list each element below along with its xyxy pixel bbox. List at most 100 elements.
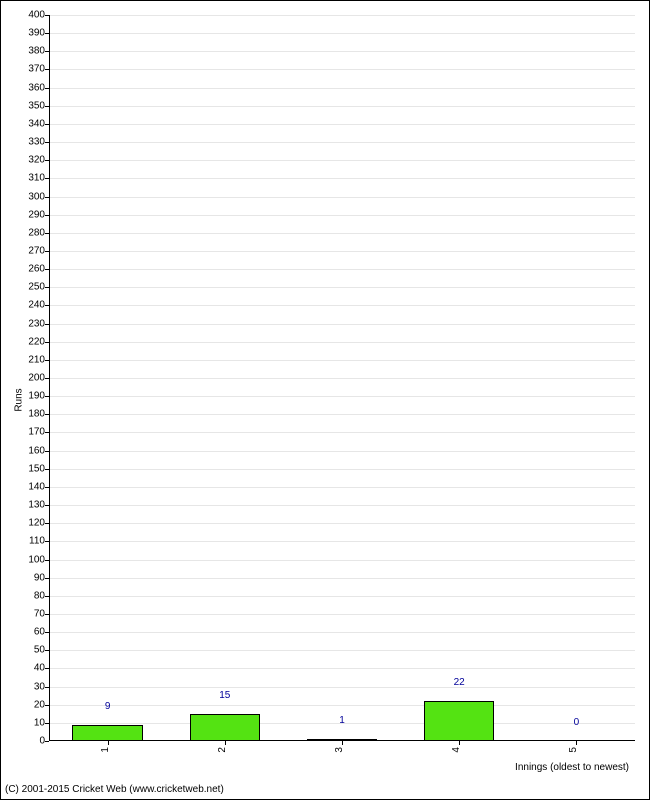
y-tick-label: 400 (28, 10, 49, 21)
gridline (49, 705, 635, 706)
gridline (49, 487, 635, 488)
gridline (49, 596, 635, 597)
gridline (49, 305, 635, 306)
gridline (49, 287, 635, 288)
y-tick-label: 50 (34, 645, 49, 656)
gridline (49, 33, 635, 34)
y-tick-label: 340 (28, 118, 49, 129)
gridline (49, 614, 635, 615)
gridline (49, 269, 635, 270)
gridline (49, 396, 635, 397)
y-tick-label: 170 (28, 427, 49, 438)
gridline (49, 650, 635, 651)
gridline (49, 687, 635, 688)
y-tick-label: 350 (28, 100, 49, 111)
x-tick-mark (459, 741, 460, 745)
gridline (49, 432, 635, 433)
gridline (49, 342, 635, 343)
x-tick-label: 2 (217, 747, 228, 753)
y-tick-label: 370 (28, 64, 49, 75)
y-tick-label: 250 (28, 282, 49, 293)
y-tick-label: 80 (34, 590, 49, 601)
y-tick-label: 270 (28, 245, 49, 256)
x-tick-mark (576, 741, 577, 745)
x-tick-mark (108, 741, 109, 745)
bar (72, 725, 142, 741)
bar-value-label: 15 (219, 690, 230, 701)
gridline (49, 378, 635, 379)
y-tick-label: 30 (34, 681, 49, 692)
gridline (49, 523, 635, 524)
bar-value-label: 1 (339, 715, 345, 726)
y-tick-label: 190 (28, 391, 49, 402)
copyright-text: (C) 2001-2015 Cricket Web (www.cricketwe… (5, 784, 224, 795)
gridline (49, 178, 635, 179)
gridline (49, 451, 635, 452)
y-tick-label: 0 (39, 736, 49, 747)
y-tick-label: 380 (28, 46, 49, 57)
y-tick-label: 150 (28, 463, 49, 474)
gridline (49, 541, 635, 542)
y-tick-label: 240 (28, 300, 49, 311)
bar-value-label: 0 (574, 717, 580, 728)
x-tick-label: 4 (451, 747, 462, 753)
bar-value-label: 22 (454, 677, 465, 688)
y-tick-label: 130 (28, 500, 49, 511)
y-tick-label: 330 (28, 137, 49, 148)
gridline (49, 360, 635, 361)
gridline (49, 632, 635, 633)
y-tick-label: 220 (28, 336, 49, 347)
gridline (49, 142, 635, 143)
gridline (49, 251, 635, 252)
y-tick-label: 260 (28, 264, 49, 275)
y-axis-title: Runs (14, 388, 25, 411)
y-tick-label: 140 (28, 481, 49, 492)
y-tick-label: 90 (34, 572, 49, 583)
gridline (49, 233, 635, 234)
y-tick-label: 40 (34, 663, 49, 674)
y-tick-label: 280 (28, 227, 49, 238)
y-tick-label: 160 (28, 445, 49, 456)
x-axis-title: Innings (oldest to newest) (515, 762, 629, 773)
gridline (49, 51, 635, 52)
gridline (49, 469, 635, 470)
y-tick-label: 100 (28, 554, 49, 565)
gridline (49, 578, 635, 579)
gridline (49, 69, 635, 70)
y-tick-label: 230 (28, 318, 49, 329)
gridline (49, 560, 635, 561)
gridline (49, 160, 635, 161)
gridline (49, 124, 635, 125)
gridline (49, 505, 635, 506)
bar (190, 714, 260, 741)
x-tick-label: 3 (334, 747, 345, 753)
y-tick-label: 180 (28, 409, 49, 420)
y-tick-label: 10 (34, 717, 49, 728)
x-tick-label: 1 (100, 747, 111, 753)
y-tick-label: 310 (28, 173, 49, 184)
gridline (49, 215, 635, 216)
gridline (49, 414, 635, 415)
y-tick-label: 20 (34, 699, 49, 710)
chart-frame: Runs 01020304050607080901001101201301401… (0, 0, 650, 800)
y-tick-label: 360 (28, 82, 49, 93)
y-tick-label: 60 (34, 627, 49, 638)
gridline (49, 15, 635, 16)
x-tick-mark (225, 741, 226, 745)
gridline (49, 106, 635, 107)
gridline (49, 324, 635, 325)
y-tick-label: 210 (28, 354, 49, 365)
y-tick-label: 390 (28, 28, 49, 39)
gridline (49, 197, 635, 198)
x-tick-mark (342, 741, 343, 745)
bar-value-label: 9 (105, 701, 111, 712)
gridline (49, 668, 635, 669)
y-tick-label: 110 (29, 536, 49, 547)
gridline (49, 88, 635, 89)
plot-area: 0102030405060708090100110120130140150160… (49, 15, 635, 741)
y-tick-label: 300 (28, 191, 49, 202)
y-tick-label: 120 (28, 518, 49, 529)
y-tick-label: 70 (34, 608, 49, 619)
bar (424, 701, 494, 741)
y-tick-label: 200 (28, 373, 49, 384)
